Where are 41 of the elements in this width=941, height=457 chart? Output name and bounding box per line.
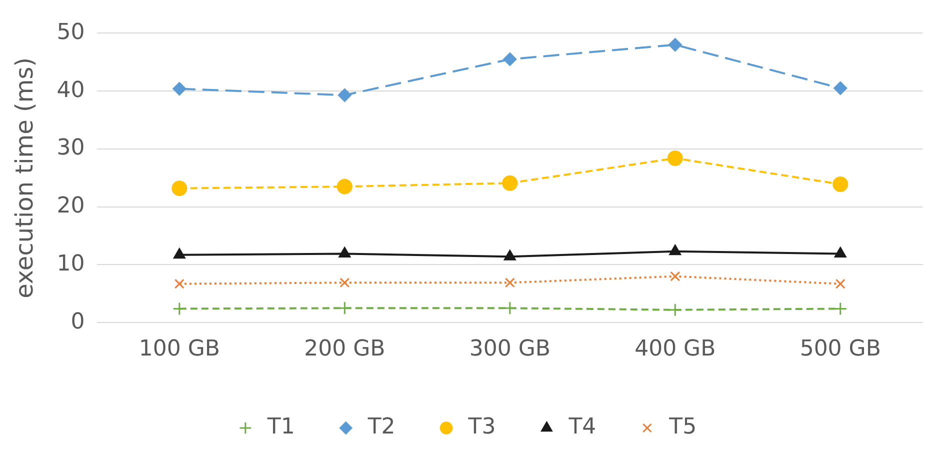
legend-label: T5 bbox=[668, 414, 697, 440]
point bbox=[172, 180, 188, 196]
x-tick-label: 300 GB bbox=[469, 336, 550, 362]
y-tick-label: 30 bbox=[56, 136, 85, 161]
point bbox=[338, 301, 352, 315]
x-tick-label: 100 GB bbox=[138, 336, 220, 362]
y-tick-label: 0 bbox=[70, 309, 85, 334]
point bbox=[835, 278, 846, 289]
point bbox=[834, 246, 846, 258]
y-tick-label: 20 bbox=[56, 194, 85, 219]
point bbox=[336, 178, 352, 194]
legend-label: T1 bbox=[266, 414, 295, 440]
point bbox=[174, 278, 184, 289]
point bbox=[670, 271, 680, 282]
y-tick-label: 50 bbox=[56, 20, 85, 45]
point bbox=[832, 176, 848, 192]
point bbox=[173, 248, 186, 259]
point bbox=[668, 303, 682, 317]
y-axis-title: execution time (ms) bbox=[10, 57, 39, 298]
point bbox=[834, 302, 848, 316]
legend-label: T3 bbox=[467, 414, 496, 440]
x-tick-label: 200 GB bbox=[304, 336, 386, 362]
point bbox=[667, 150, 683, 166]
point bbox=[338, 88, 352, 102]
point bbox=[504, 278, 515, 288]
point bbox=[504, 250, 516, 260]
point bbox=[668, 38, 682, 52]
legend-label: T4 bbox=[568, 414, 596, 440]
point bbox=[340, 278, 350, 288]
y-tick-label: 40 bbox=[56, 78, 85, 103]
point bbox=[338, 246, 351, 258]
point bbox=[172, 82, 186, 96]
point bbox=[503, 301, 517, 315]
point bbox=[503, 52, 517, 66]
legend-label: T2 bbox=[366, 414, 396, 440]
point bbox=[834, 81, 848, 95]
x-tick-label: 400 GB bbox=[634, 336, 716, 362]
point bbox=[669, 244, 682, 256]
y-tick-label: 10 bbox=[56, 251, 85, 276]
x-tick-label: 500 GB bbox=[800, 336, 881, 362]
point bbox=[502, 175, 518, 191]
